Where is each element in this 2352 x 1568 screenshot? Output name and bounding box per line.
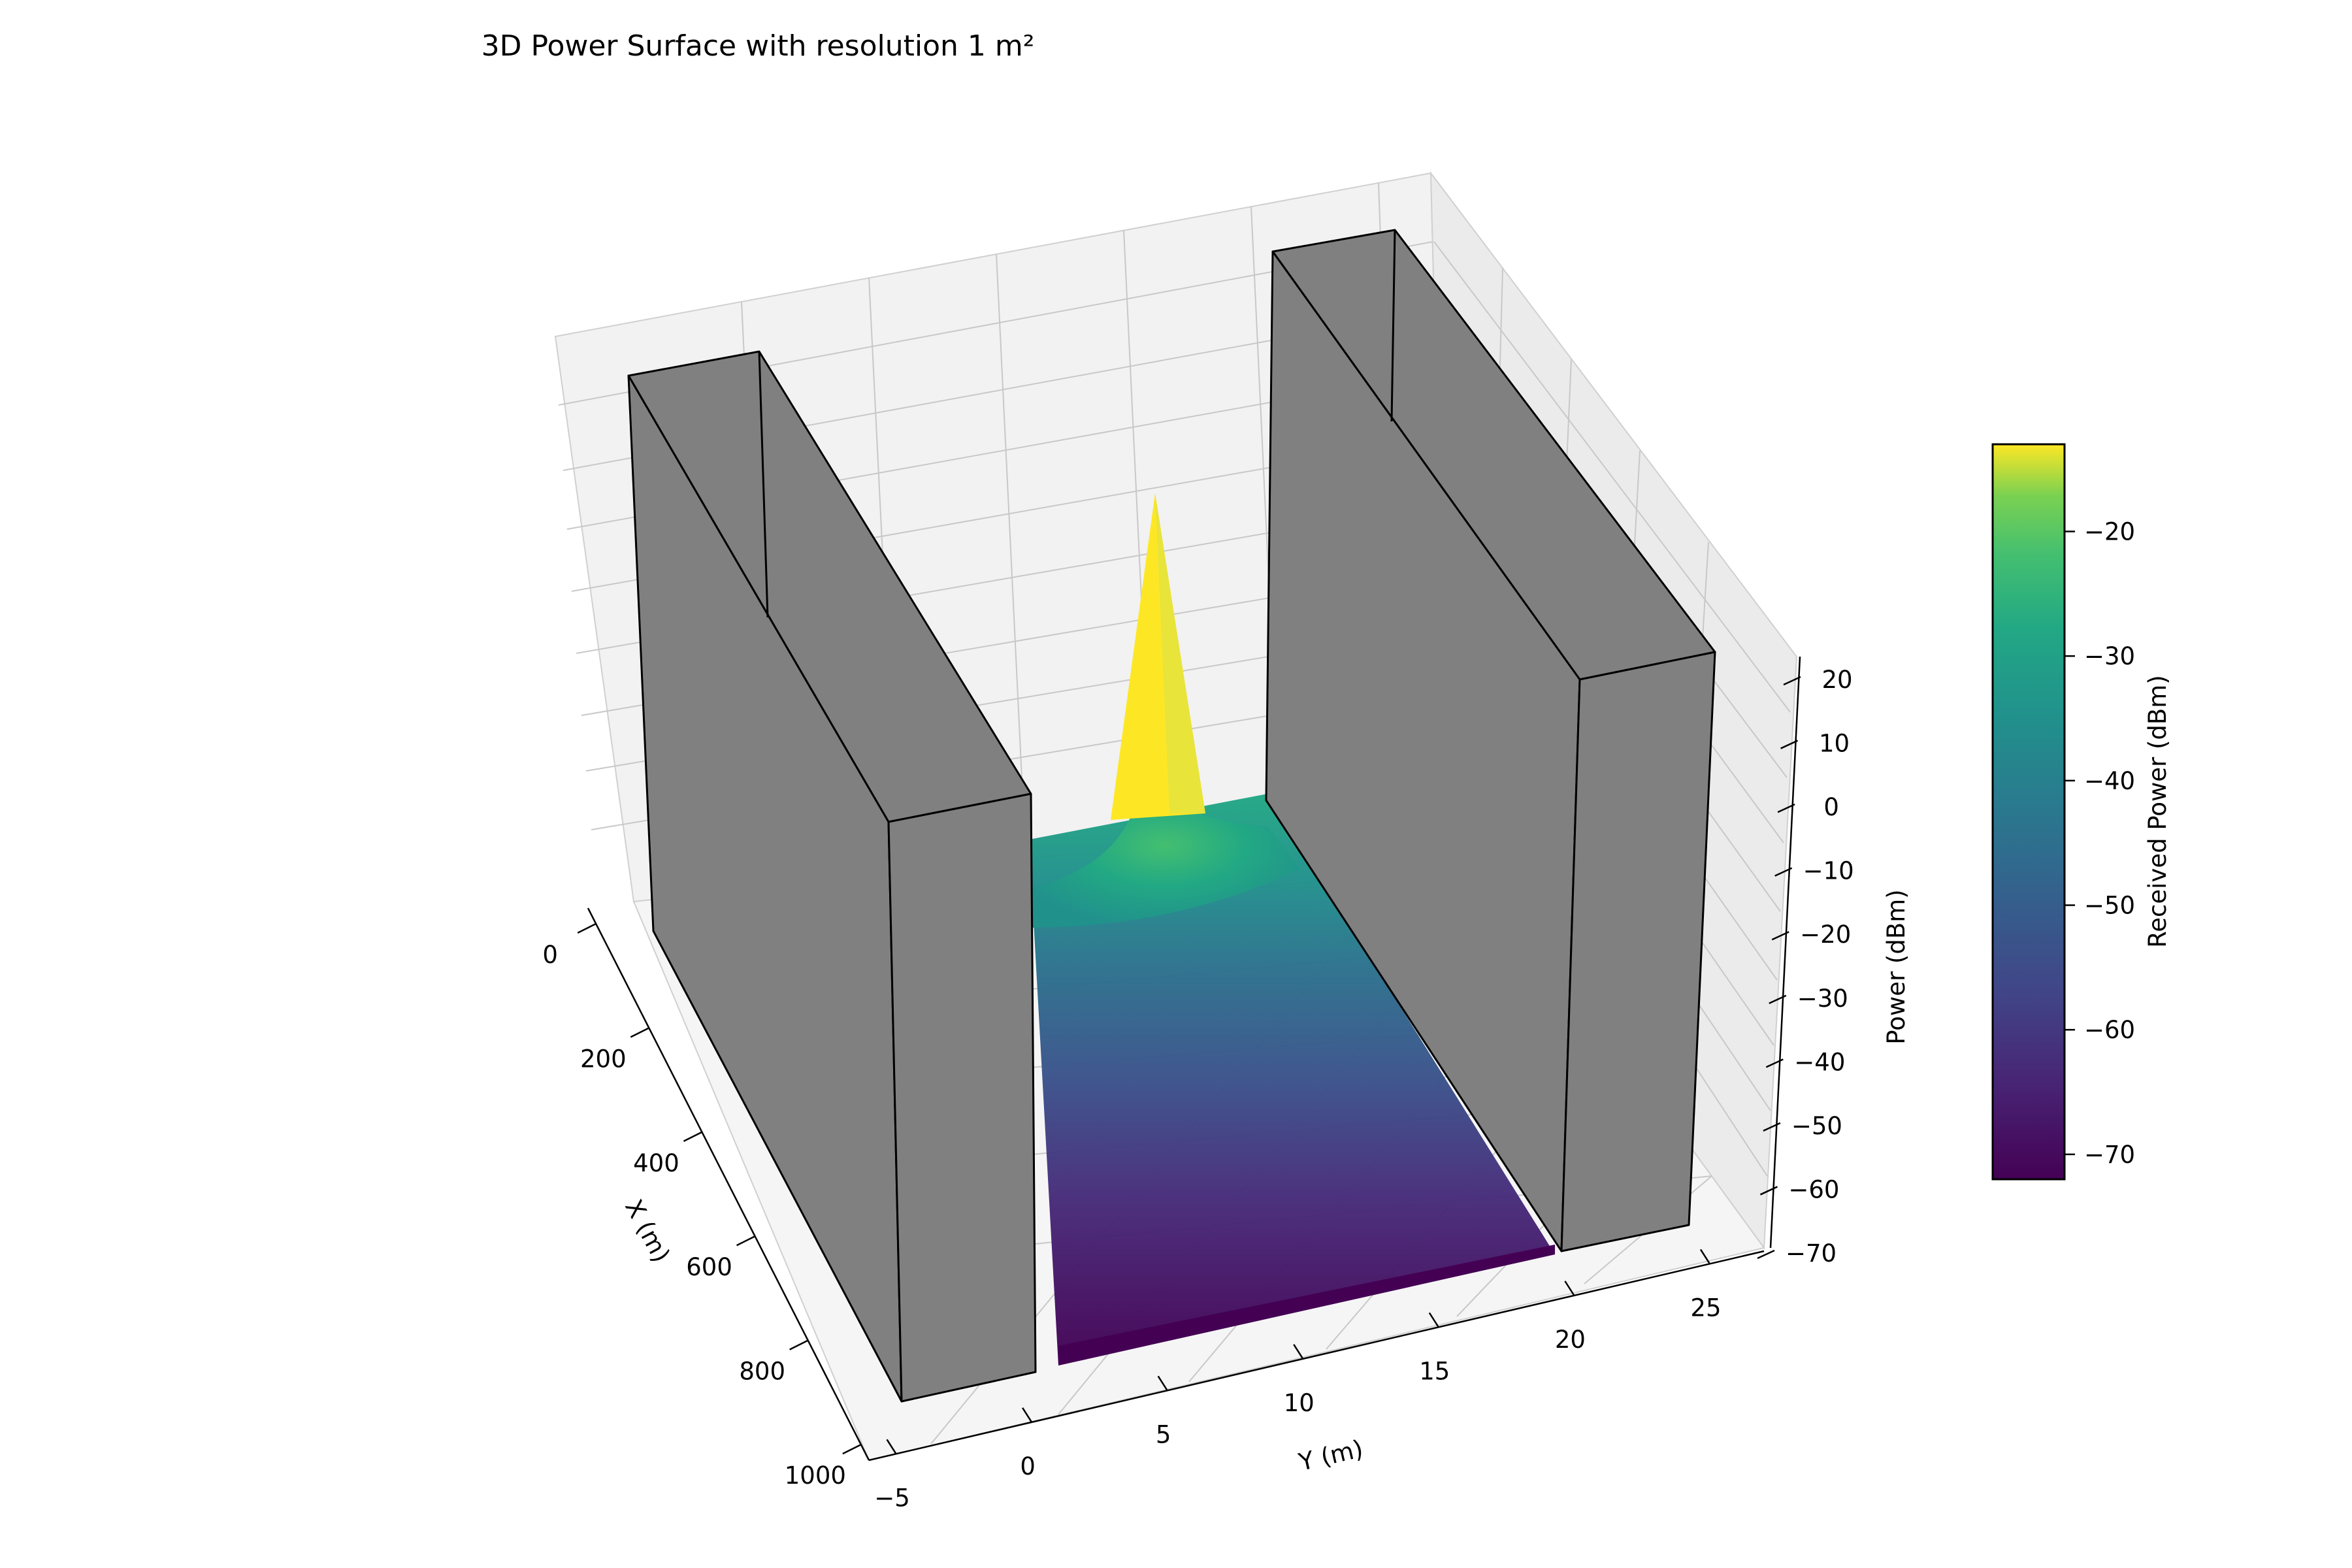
colorbar-ticks: −20 −30 −40 −50 −60 −70: [2065, 517, 2135, 1169]
y-tick-mark: [1022, 1407, 1033, 1423]
colorbar-tick-label: −60: [2084, 1016, 2135, 1044]
z-tick-label: −30: [1797, 985, 1848, 1013]
y-axis-label: Y (m): [1296, 1435, 1365, 1477]
colorbar-tick-label: −30: [2084, 642, 2135, 670]
surface-peak-region: [1029, 791, 1300, 928]
y-tick-label: 25: [1690, 1294, 1721, 1322]
surface-body: [1029, 794, 1555, 1365]
y-tick-label: 10: [1284, 1389, 1315, 1417]
y-tick-label: 15: [1419, 1357, 1450, 1385]
x-tick-label: 400: [633, 1149, 679, 1177]
y-tick-mark: [1699, 1249, 1711, 1265]
colorbar: −20 −30 −40 −50 −60 −70 Received Power (dBm): [1991, 443, 2172, 1181]
y-tick-mark: [1564, 1281, 1575, 1296]
z-tick-label: −20: [1800, 921, 1851, 949]
z-tick-mark: [1777, 803, 1795, 813]
x-tick-label: 600: [686, 1253, 732, 1281]
z-tick-mark: [1783, 676, 1801, 686]
z-tick-label: −10: [1803, 857, 1854, 885]
y-tick-mark: [1428, 1312, 1439, 1328]
z-tick-mark: [1769, 994, 1787, 1004]
x-axis: 0 200 400 600 800 1000: [542, 923, 862, 1490]
x-tick-label: 1000: [785, 1462, 846, 1490]
colorbar-tick-label: −50: [2084, 892, 2135, 920]
z-axis: 20 10 0 −10 −20 −30 −40 −50 −60 −70: [1757, 666, 1854, 1267]
y-tick-label: −5: [874, 1484, 910, 1512]
y-tick-label: 5: [1156, 1420, 1171, 1448]
z-tick-mark: [1757, 1249, 1775, 1260]
x-tick-label: 200: [580, 1045, 627, 1073]
chart-title: 3D Power Surface with resolution 1 m²: [482, 29, 1035, 63]
x-axis-label: X (m): [619, 1195, 676, 1267]
z-tick-label: 0: [1823, 793, 1839, 821]
z-tick-mark: [1774, 867, 1793, 877]
z-tick-mark: [1763, 1122, 1781, 1132]
colorbar-gradient: [1991, 443, 2066, 1181]
x-tick-mark: [789, 1339, 809, 1350]
z-tick-mark: [1771, 931, 1789, 941]
y-tick-label: 0: [1020, 1452, 1036, 1480]
z-tick-label: −50: [1791, 1112, 1842, 1140]
x-axis-line: [587, 907, 870, 1461]
colorbar-label: Received Power (dBm): [2144, 675, 2172, 948]
x-tick-mark: [630, 1027, 649, 1038]
z-tick-mark: [1780, 740, 1799, 749]
power-surface: [1029, 493, 1555, 1365]
x-tick-mark: [683, 1131, 702, 1142]
power-peak-shade: [1155, 493, 1205, 813]
axis-lines: [587, 656, 1801, 1462]
walls: [627, 229, 1716, 1403]
right-wall-edge: [1390, 229, 1396, 422]
colorbar-tick-label: −40: [2084, 767, 2135, 795]
x-tick-label: 800: [739, 1358, 785, 1386]
z-tick-label: 20: [1821, 666, 1852, 694]
y-tick-mark: [886, 1439, 897, 1454]
grid-line: [1433, 241, 1791, 713]
y-tick-mark: [1293, 1344, 1304, 1360]
surface-near-edge: [1058, 1245, 1555, 1365]
y-axis-line: [868, 1250, 1765, 1462]
z-tick-mark: [1765, 1058, 1784, 1068]
z-axis-label: Power (dBm): [1882, 889, 1910, 1044]
x-tick-mark: [577, 923, 596, 934]
z-tick-mark: [1759, 1186, 1778, 1196]
z-tick-label: 10: [1819, 730, 1850, 758]
y-axis: −5 0 5 10 15 20 25: [874, 1249, 1722, 1512]
z-tick-label: −60: [1788, 1175, 1839, 1203]
z-axis-line: [1769, 656, 1801, 1249]
left-wall-front: [887, 792, 1037, 1403]
z-tick-label: −70: [1786, 1239, 1837, 1267]
right-wall-front: [1560, 651, 1716, 1252]
y-tick-label: 20: [1555, 1326, 1586, 1354]
colorbar-tick-label: −20: [2084, 517, 2135, 546]
left-wall-edge: [758, 351, 769, 618]
z-tick-label: −40: [1794, 1048, 1845, 1076]
x-tick-label: 0: [542, 941, 558, 969]
x-tick-mark: [736, 1235, 756, 1247]
colorbar-tick-label: −70: [2084, 1141, 2135, 1169]
y-tick-mark: [1157, 1375, 1168, 1392]
x-tick-mark: [842, 1443, 862, 1455]
